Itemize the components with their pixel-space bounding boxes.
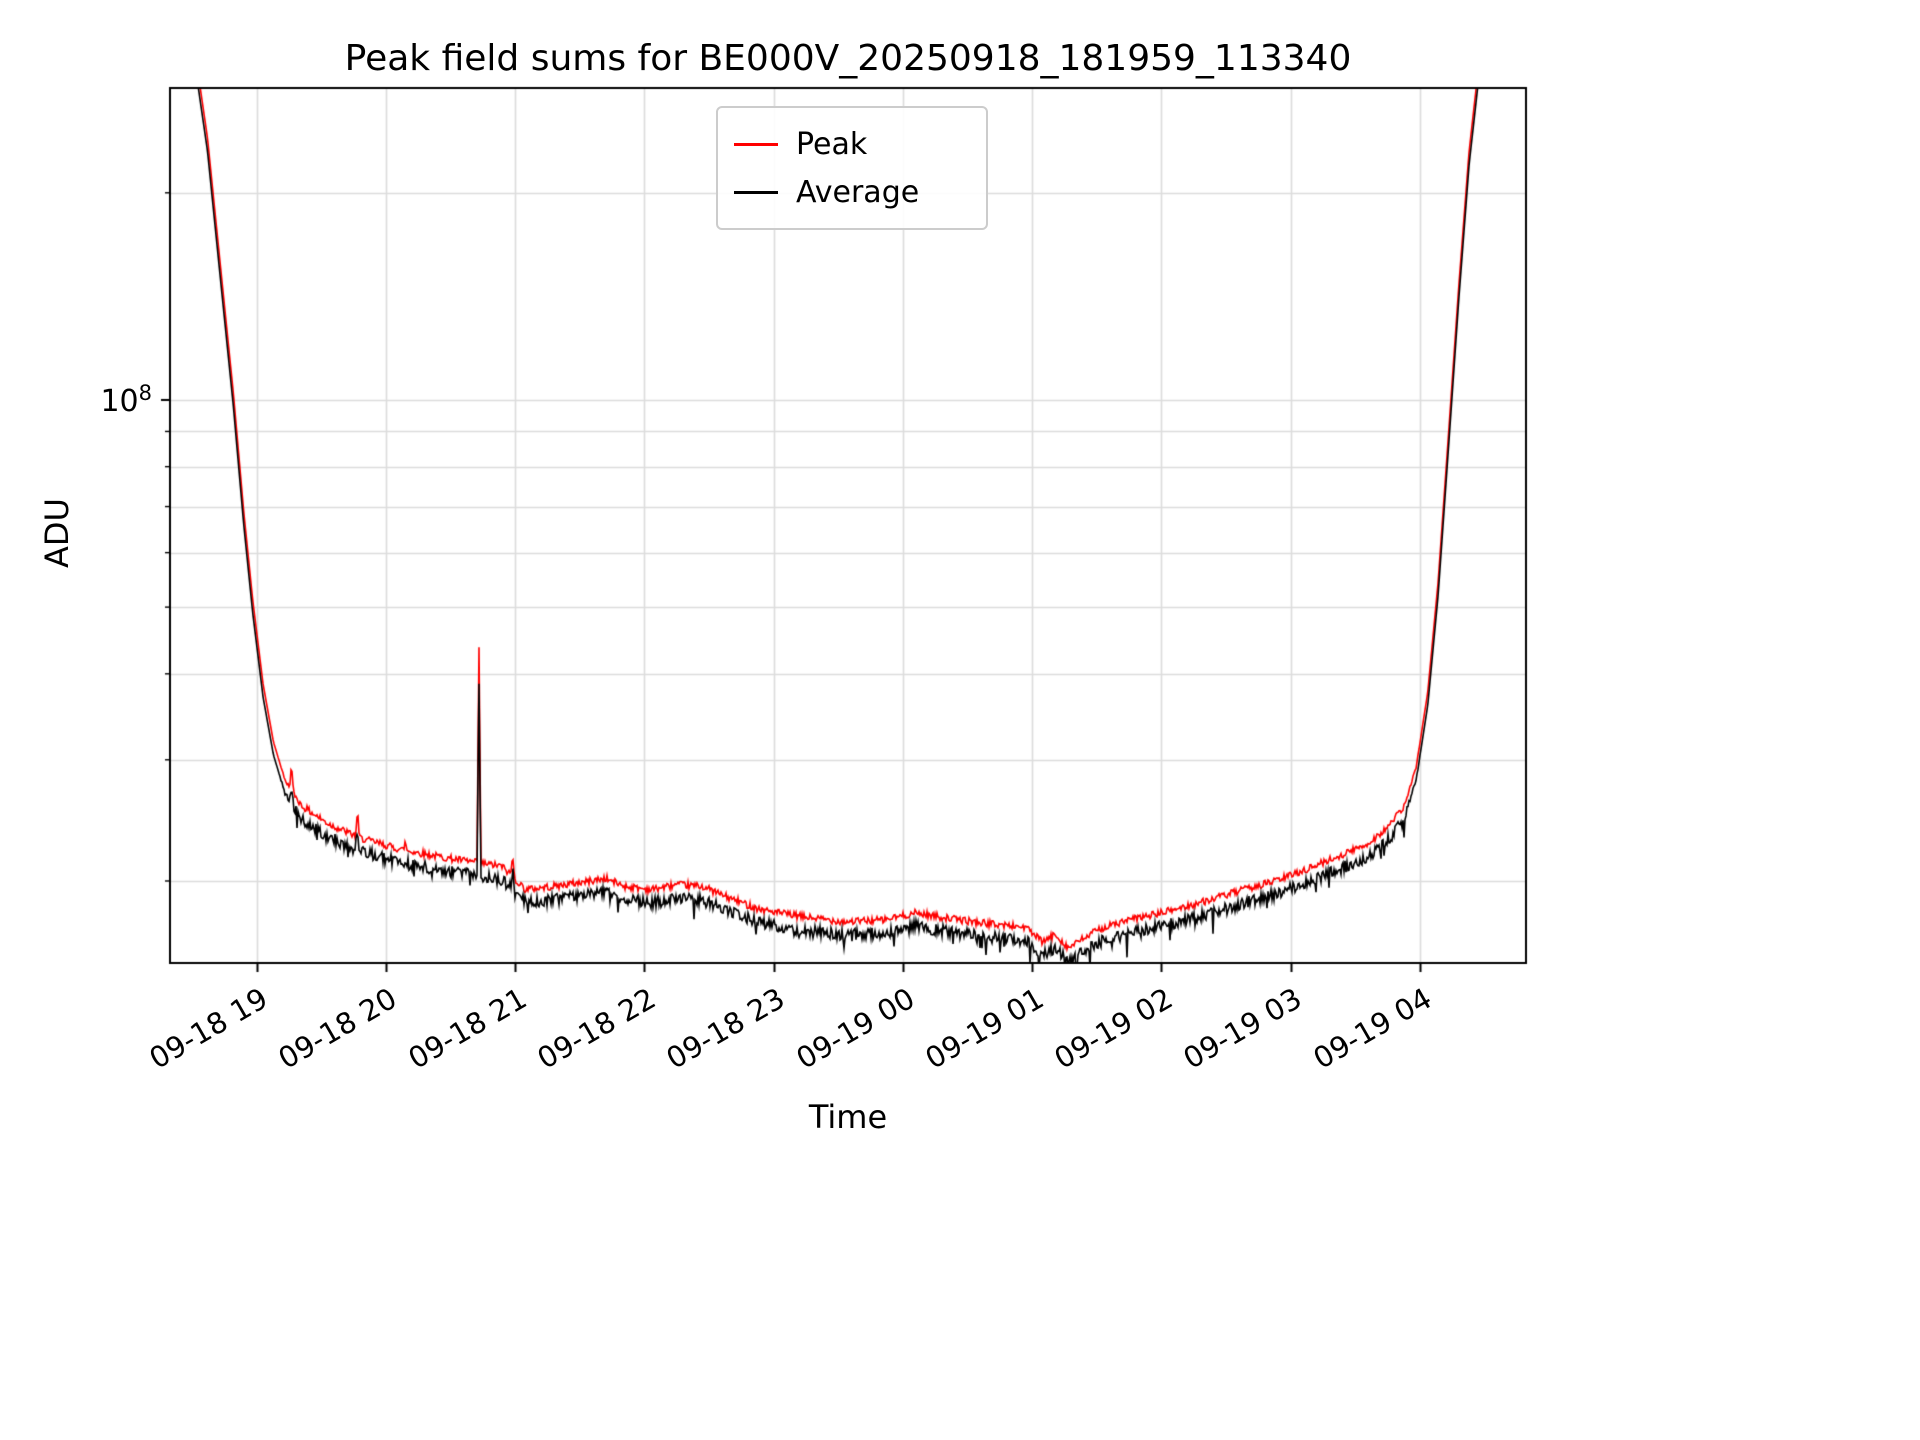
- legend: Peak Average: [716, 106, 988, 230]
- legend-line-sample-average: [734, 190, 778, 194]
- x-axis-label: Time: [808, 1098, 888, 1136]
- y-major-tick-label: 108: [100, 381, 152, 419]
- y-tick-base: 10: [100, 384, 139, 419]
- legend-item-average: Average: [734, 168, 972, 216]
- legend-item-peak: Peak: [734, 120, 972, 168]
- chart-title: Peak field sums for BE000V_20250918_1819…: [344, 38, 1352, 79]
- legend-label-average: Average: [796, 174, 920, 210]
- legend-label-peak: Peak: [796, 126, 868, 162]
- legend-line-sample-peak: [734, 142, 778, 146]
- y-tick-exponent: 8: [138, 381, 152, 405]
- y-axis-label: ADU: [38, 498, 76, 568]
